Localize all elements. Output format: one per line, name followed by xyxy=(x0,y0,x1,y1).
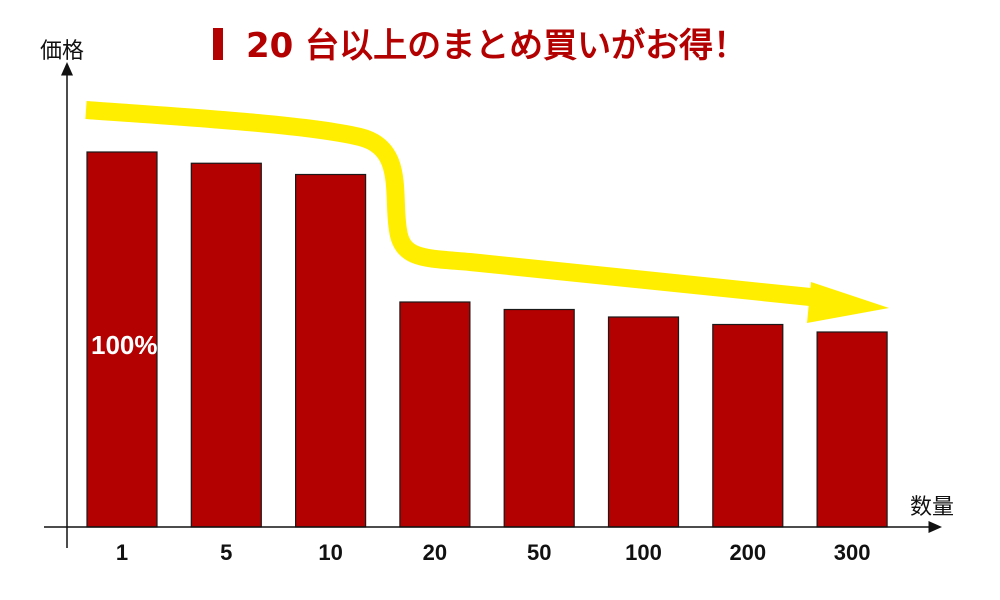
bar-200 xyxy=(712,323,784,528)
bar-10 xyxy=(295,173,367,528)
trend-arrow-head xyxy=(807,282,889,323)
bar-5 xyxy=(190,162,262,528)
x-axis-label: 数量 xyxy=(910,495,954,520)
x-tick-label-1: 1 xyxy=(116,540,128,565)
x-tick-label-200: 200 xyxy=(729,540,766,565)
chart-title: 20 台以上のまとめ買いがお得！ xyxy=(246,26,747,66)
title-marker xyxy=(213,28,223,60)
bars-layer: 1 5 10 20 50 100 200 300 xyxy=(86,151,888,565)
bar-100 xyxy=(607,316,680,528)
x-tick-label-100: 100 xyxy=(625,540,662,565)
trend-arrow-body xyxy=(85,101,821,307)
bar-20 xyxy=(399,301,471,528)
y-axis-label: 価格 xyxy=(40,39,84,64)
bar-1 xyxy=(86,151,158,528)
x-tick-label-300: 300 xyxy=(834,540,871,565)
x-tick-label-5: 5 xyxy=(220,540,232,565)
x-tick-label-10: 10 xyxy=(318,540,342,565)
data-labels-layer: 100% xyxy=(91,330,158,360)
bar-50 xyxy=(503,308,575,528)
bar-300 xyxy=(816,331,888,528)
x-tick-label-20: 20 xyxy=(423,540,447,565)
x-tick-label-50: 50 xyxy=(527,540,551,565)
data-label-1: 100% xyxy=(91,330,158,360)
